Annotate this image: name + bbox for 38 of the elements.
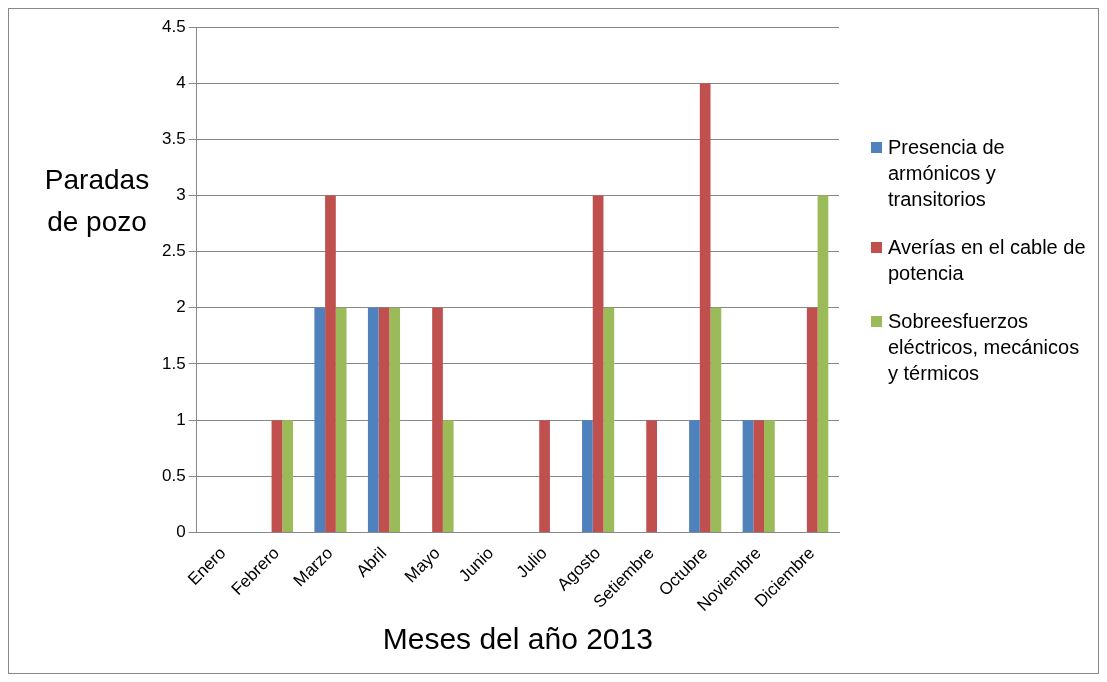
legend-label: Averías en el cable de potencia <box>888 235 1086 286</box>
legend-label: Presencia de armónicos y transitorios <box>888 135 1006 212</box>
legend-label: Sobreesfuerzos eléctricos, mecánicos y térmicos <box>888 309 1081 386</box>
bar <box>582 420 593 532</box>
bar <box>592 195 604 532</box>
y-tick-label: 1 <box>176 409 186 429</box>
bar <box>335 307 347 532</box>
bar <box>314 307 326 532</box>
bar <box>442 420 454 532</box>
bar <box>806 307 818 532</box>
y-tick-label: 4.5 <box>161 16 186 36</box>
y-tick-label: 4 <box>176 72 186 92</box>
y-tick-label: 0.5 <box>161 465 186 485</box>
y-tick-label: 1.5 <box>161 353 186 373</box>
y-tick-label: 2.5 <box>161 241 186 261</box>
y-tick-label: 0 <box>176 522 186 542</box>
bar <box>603 307 615 532</box>
bar <box>539 420 550 532</box>
bar <box>378 307 390 532</box>
bar <box>742 420 754 532</box>
bar <box>646 420 657 532</box>
bar <box>271 420 283 532</box>
y-tick-label: 2 <box>176 297 186 317</box>
bar <box>817 195 829 532</box>
bar <box>282 420 293 532</box>
y-tick-label: 3.5 <box>161 129 186 149</box>
bar <box>753 420 765 532</box>
bar <box>689 420 700 532</box>
bar <box>764 420 775 532</box>
bar <box>367 307 379 532</box>
bar <box>325 195 336 532</box>
bar <box>432 307 443 532</box>
x-axis-title: Meses del año 2013 <box>382 622 653 656</box>
bar <box>710 307 722 532</box>
y-tick-label: 3 <box>176 185 186 205</box>
bar <box>699 83 711 532</box>
y-axis-title: Paradas de pozo <box>43 163 151 239</box>
bar <box>389 307 401 532</box>
